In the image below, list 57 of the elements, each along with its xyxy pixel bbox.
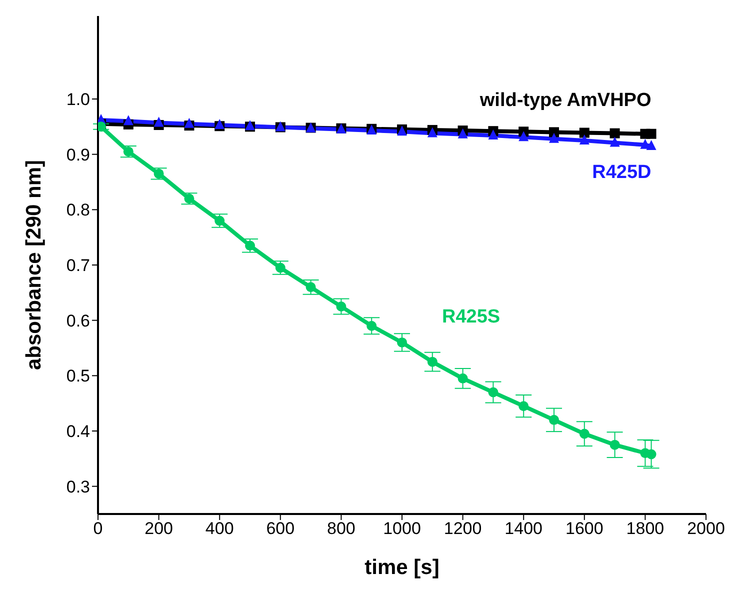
- point: [123, 115, 134, 126]
- series-label: R425S: [442, 306, 500, 328]
- y-tick-label: 0.8: [66, 200, 90, 220]
- y-tick-label: 0.4: [66, 422, 90, 442]
- point: [579, 128, 590, 138]
- x-tick-label: 1200: [444, 519, 482, 538]
- y-tick-label: 0.3: [66, 477, 90, 496]
- point: [579, 134, 590, 144]
- point: [366, 320, 377, 331]
- x-tick-label: 1400: [504, 519, 543, 538]
- y-tick-label: 0.7: [66, 256, 90, 276]
- point: [610, 440, 620, 450]
- y-tick-label: 0.6: [66, 311, 90, 330]
- point: [646, 140, 656, 150]
- point: [610, 136, 620, 147]
- point: [579, 428, 590, 439]
- point: [214, 216, 225, 226]
- point: [549, 132, 559, 143]
- x-tick-label: 1000: [383, 519, 421, 538]
- series-label: R425D: [592, 162, 652, 184]
- point: [488, 387, 498, 398]
- point: [336, 302, 346, 312]
- point: [245, 240, 255, 251]
- x-tick-label: 0: [93, 519, 103, 538]
- point: [549, 127, 559, 138]
- point: [154, 168, 164, 179]
- x-axis-title: time [s]: [364, 556, 440, 579]
- y-tick-label: 0.9: [66, 145, 90, 164]
- point: [427, 356, 438, 367]
- x-tick-label: 800: [327, 519, 356, 538]
- y-axis-title: absorbance [290 nm]: [22, 160, 46, 370]
- point: [458, 373, 468, 384]
- y-tick-label: 0.5: [66, 366, 90, 386]
- point: [458, 128, 468, 138]
- x-tick-label: 200: [144, 519, 173, 538]
- point: [306, 282, 316, 292]
- x-tick-label: 1600: [565, 519, 604, 538]
- point: [518, 401, 529, 412]
- point: [154, 116, 164, 127]
- point: [123, 146, 134, 157]
- x-tick-label: 400: [205, 519, 234, 538]
- point: [427, 127, 438, 138]
- point: [518, 131, 529, 142]
- point: [184, 194, 194, 204]
- point: [397, 337, 407, 348]
- point: [646, 128, 656, 139]
- point: [610, 128, 620, 138]
- point: [549, 414, 559, 425]
- point: [488, 130, 498, 140]
- x-tick-label: 2000: [687, 519, 725, 538]
- point: [184, 118, 194, 128]
- point: [275, 262, 286, 273]
- series-label: wild-type AmVHPO: [478, 90, 652, 111]
- x-tick-label: 1800: [626, 519, 664, 538]
- point: [646, 449, 656, 460]
- y-tick-label: 1.0: [66, 90, 90, 110]
- x-tick-label: 600: [266, 519, 295, 538]
